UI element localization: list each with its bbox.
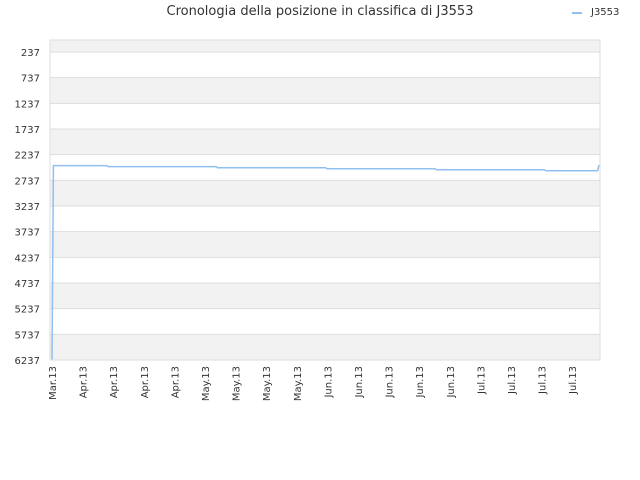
plot-frame (49, 39, 601, 361)
y-tick-label: 1737 (15, 125, 40, 136)
grid-band (50, 52, 600, 78)
x-tick-label: Apr.13 (140, 366, 151, 398)
y-tick-label: 4237 (15, 253, 40, 264)
grid-band (50, 231, 600, 258)
y-tick-label: 737 (21, 74, 40, 85)
x-tick-label: Apr.13 (170, 366, 181, 398)
grid-band (50, 334, 600, 360)
legend[interactable]: J3553 (572, 7, 619, 18)
grid-band (50, 257, 600, 283)
y-tick-label: 3237 (15, 202, 40, 213)
grid-band (50, 40, 600, 52)
y-tick-label: 2237 (15, 151, 40, 162)
grid-band (50, 129, 600, 155)
x-tick-label: Jul.13 (538, 366, 549, 395)
x-tick-label: May.13 (262, 366, 273, 401)
x-tick-label: Jul.13 (476, 366, 487, 395)
x-tick-label: Apr.13 (79, 366, 90, 398)
x-tick-label: Jun.13 (446, 366, 457, 399)
y-tick-label: 3737 (15, 228, 40, 239)
x-tick-label: Apr.13 (109, 366, 120, 398)
y-tick-label: 5737 (15, 330, 40, 341)
y-tick-label: 1237 (15, 99, 40, 110)
y-tick-label: 5237 (15, 305, 40, 316)
x-tick-label: Jun.13 (323, 366, 334, 399)
grid-band (50, 77, 600, 104)
x-tick-label: Jul.13 (568, 366, 579, 395)
grid-band (50, 308, 600, 335)
x-tick-label: Jun.13 (415, 366, 426, 399)
y-tick-label: 4737 (15, 279, 40, 290)
chart-title: Cronologia della posizione in classifica… (166, 4, 474, 19)
y-tick-label: 6237 (15, 356, 40, 367)
x-tick-label: May.13 (232, 366, 243, 401)
legend-label-j3553: J3553 (591, 7, 620, 18)
y-tick-label: 237 (21, 48, 40, 59)
x-tick-label: Mar.13 (48, 366, 59, 400)
grid-band (50, 103, 600, 129)
y-tick-label: 2737 (15, 176, 40, 187)
x-tick-label: May.13 (293, 366, 304, 401)
legend-swatch-j3553 (572, 11, 582, 14)
x-tick-label: May.13 (201, 366, 212, 401)
grid-band (50, 180, 600, 206)
grid-band (50, 206, 600, 232)
series-line-j3553 (51, 164, 600, 361)
x-tick-label: Jul.13 (507, 366, 518, 395)
x-tick-label: Jun.13 (354, 366, 365, 399)
x-tick-label: Jun.13 (385, 366, 396, 399)
grid-band (50, 283, 600, 309)
